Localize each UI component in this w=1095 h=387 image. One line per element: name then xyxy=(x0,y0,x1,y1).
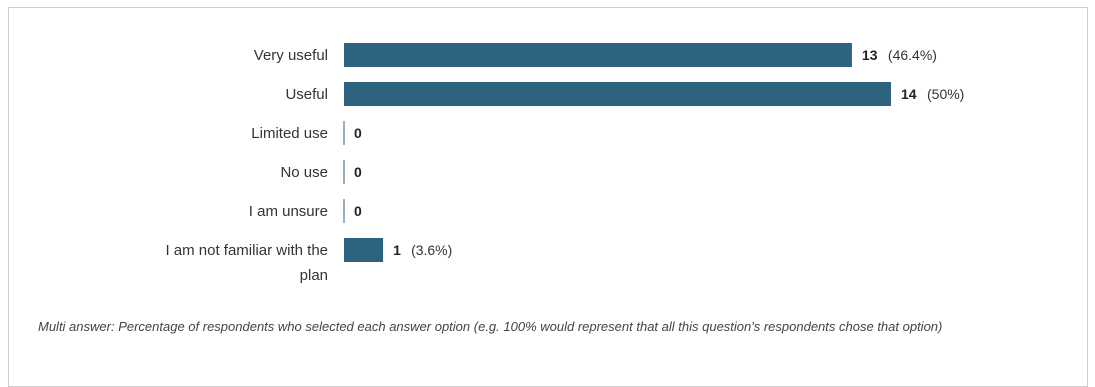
bar-value-label: 0 xyxy=(354,164,362,180)
bar xyxy=(344,43,852,67)
category-label: I am not familiar with the plan xyxy=(165,242,328,284)
bar-value-label: 14 xyxy=(901,86,917,102)
chart-card xyxy=(8,7,1088,387)
bar-percent-label: (3.6%) xyxy=(411,242,452,258)
bar xyxy=(344,82,891,106)
category-label: No use xyxy=(280,164,328,181)
category-label: Useful xyxy=(285,86,328,103)
bar-percent-label: (50%) xyxy=(927,86,964,102)
category-label: I am unsure xyxy=(249,203,328,220)
bar-value-label: 0 xyxy=(354,203,362,219)
category-label: Limited use xyxy=(251,125,328,142)
bar-percent-label: (46.4%) xyxy=(888,47,937,63)
bar-value-label: 0 xyxy=(354,125,362,141)
footnote: Multi answer: Percentage of respondents … xyxy=(38,319,943,334)
bar xyxy=(344,238,384,262)
bar-value-label: 13 xyxy=(862,47,878,63)
bar-chart: Very useful 13 (46.4%) Useful 14 (50%) Limited… xyxy=(165,43,964,284)
category-label: Very useful xyxy=(254,47,328,64)
bar-value-label: 1 xyxy=(393,242,401,258)
